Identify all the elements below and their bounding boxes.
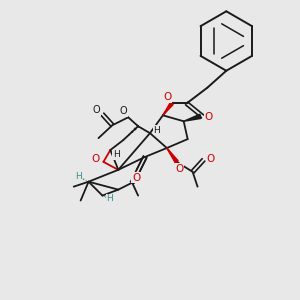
- Text: O: O: [132, 173, 140, 183]
- Text: H: H: [113, 151, 120, 160]
- Polygon shape: [163, 102, 173, 115]
- Text: H: H: [154, 126, 160, 135]
- Text: H: H: [106, 194, 113, 203]
- Text: O: O: [92, 154, 100, 164]
- Text: O: O: [206, 154, 214, 164]
- Polygon shape: [167, 148, 178, 163]
- Text: O: O: [176, 164, 184, 174]
- Polygon shape: [184, 114, 201, 121]
- Text: O: O: [119, 106, 127, 116]
- Text: O: O: [204, 112, 213, 122]
- Text: O: O: [93, 105, 100, 116]
- Text: O: O: [164, 92, 172, 103]
- Text: H: H: [75, 172, 82, 181]
